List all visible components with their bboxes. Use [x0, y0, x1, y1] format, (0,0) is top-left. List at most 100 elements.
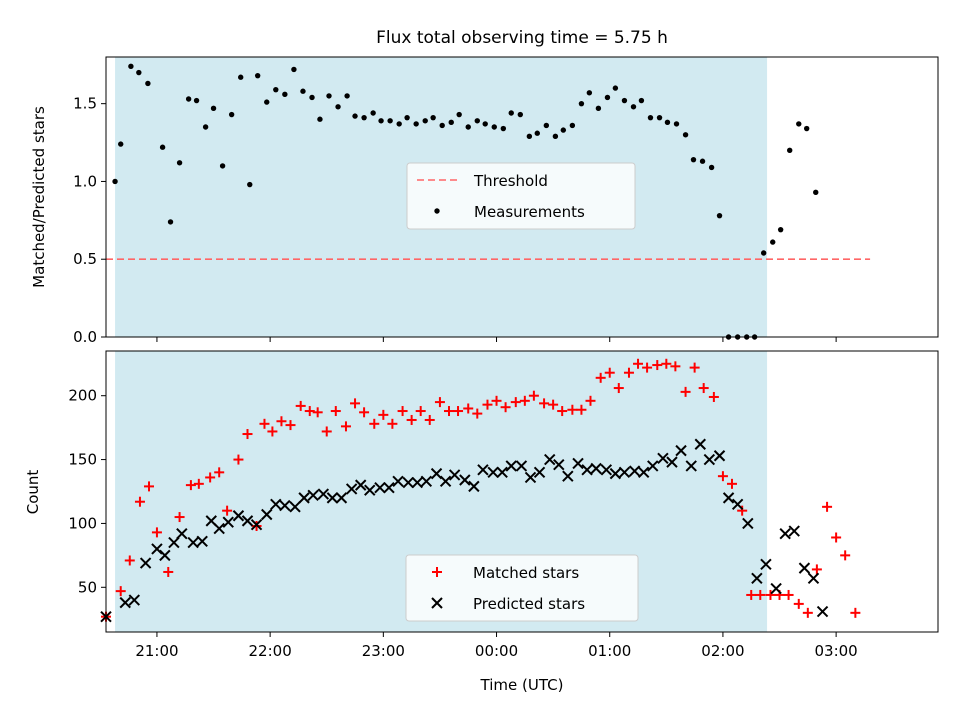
matched-star-point — [708, 391, 719, 402]
measurement-point — [309, 94, 315, 101]
predicted-star-point — [816, 605, 829, 618]
x-tick-label: 23:00 — [362, 642, 405, 660]
measurement-point — [690, 156, 697, 163]
predicted-star-point — [553, 458, 565, 471]
predicted-star-point — [222, 516, 234, 528]
predicted-star-point — [168, 536, 180, 549]
predicted-star-point — [335, 492, 348, 504]
top-y-tick-label: 1.5 — [73, 95, 97, 113]
matched-star-point — [214, 467, 225, 478]
matched-star-point — [205, 472, 216, 483]
matched-star-point — [387, 418, 398, 429]
matched-star-point — [359, 407, 370, 418]
measurement-point — [387, 118, 393, 124]
x-tick-label: 01:00 — [588, 642, 631, 660]
bottom-y-axis-label: Count — [24, 470, 42, 515]
measurement-point — [586, 90, 593, 96]
measurement-point — [202, 124, 209, 130]
predicted-star-point — [364, 484, 376, 496]
matched-star-point — [840, 550, 851, 561]
predicted-star-point — [788, 525, 800, 537]
predicted-star-point — [657, 452, 669, 464]
measurement-point — [352, 113, 358, 119]
measurement-point — [300, 88, 306, 94]
measurement-point — [185, 96, 192, 102]
measurement-point — [264, 99, 270, 105]
bottom-y-tick-label: 200 — [68, 387, 97, 405]
measurement-point — [465, 124, 471, 130]
measurement-point — [595, 105, 602, 112]
matched-star-point — [312, 407, 323, 418]
measurement-point — [543, 122, 550, 129]
measurement-point — [569, 122, 576, 129]
bottom-legend: Matched stars Predicted stars — [405, 554, 639, 622]
predicted-star-point — [187, 536, 199, 549]
predicted-star-point — [524, 471, 537, 484]
predicted-star-point — [666, 456, 678, 468]
predicted-star-point — [411, 476, 423, 489]
matched-star-point — [482, 399, 493, 410]
measurement-point — [604, 94, 611, 101]
predicted-star-point — [477, 464, 489, 476]
matched-star-point — [144, 481, 155, 492]
predicted-star-point — [326, 492, 339, 504]
matched-star-point — [222, 505, 233, 516]
top-panel: 0.0 0.5 1.0 1.5 Matched/Predicted stars Thr… — [30, 56, 939, 346]
matched-star-point — [822, 501, 833, 512]
measurement-point — [291, 66, 297, 73]
predicted-star-point — [751, 572, 763, 585]
measurement-point — [413, 121, 419, 127]
matched-star-point — [726, 478, 737, 489]
measurement-point — [404, 114, 410, 121]
matched-star-point — [378, 409, 389, 420]
matched-star-point — [633, 358, 644, 369]
measurements-legend-label: Measurements — [474, 203, 585, 221]
predicted-star-point — [128, 594, 141, 606]
measurement-point — [630, 104, 637, 110]
measurement-point — [282, 91, 288, 98]
bottom-axes-frame — [105, 350, 939, 633]
x-tick-label: 22:00 — [249, 642, 292, 660]
predicted-star-point — [742, 517, 754, 530]
matched-star-point — [567, 404, 578, 415]
predicted-star-point — [731, 498, 744, 510]
measurement-point — [500, 125, 507, 132]
measurement-point — [638, 97, 645, 104]
predicted-star-point — [448, 469, 461, 481]
matched-star-point — [397, 406, 408, 417]
measurement-point — [491, 124, 497, 130]
measurement-point — [682, 132, 689, 138]
matched-star-point — [185, 480, 196, 491]
bottom-panel: 50 100 150 200 21:00 22:00 23:00 00:00 01:00 02:… — [24, 350, 939, 694]
matched-star-point — [595, 372, 606, 383]
x-axis-label: Time (UTC) — [480, 676, 564, 694]
predicted-star-point — [374, 481, 386, 494]
matched-legend-marker — [432, 567, 442, 577]
matched-star-point — [443, 406, 454, 417]
matched-star-point — [463, 403, 474, 414]
predicted-star-point — [685, 460, 697, 472]
matched-star-point — [369, 418, 380, 429]
top-x-ticks — [156, 337, 837, 342]
matched-star-point — [304, 406, 315, 417]
bottom-x-ticks: 21:00 22:00 23:00 00:00 01:00 02:00 03:00 — [135, 632, 858, 660]
measurement-point — [128, 63, 134, 70]
predicted-star-point — [261, 508, 273, 521]
matched-star-point — [453, 406, 464, 417]
measurement-point — [708, 164, 715, 171]
matched-star-point — [642, 362, 653, 373]
x-tick-label: 02:00 — [701, 642, 744, 660]
matched-star-point — [557, 406, 568, 417]
matched-star-point — [350, 398, 361, 409]
measurement-point — [456, 111, 462, 118]
predicted-star-point — [572, 457, 584, 470]
matched-star-point — [134, 496, 145, 507]
measurement-point — [508, 110, 514, 116]
matched-legend-label: Matched stars — [473, 564, 579, 582]
measurement-point — [238, 74, 244, 80]
matched-star-point — [233, 454, 244, 465]
measurement-point — [247, 181, 253, 188]
predicted-star-point — [420, 475, 433, 487]
measurement-point — [167, 219, 174, 225]
